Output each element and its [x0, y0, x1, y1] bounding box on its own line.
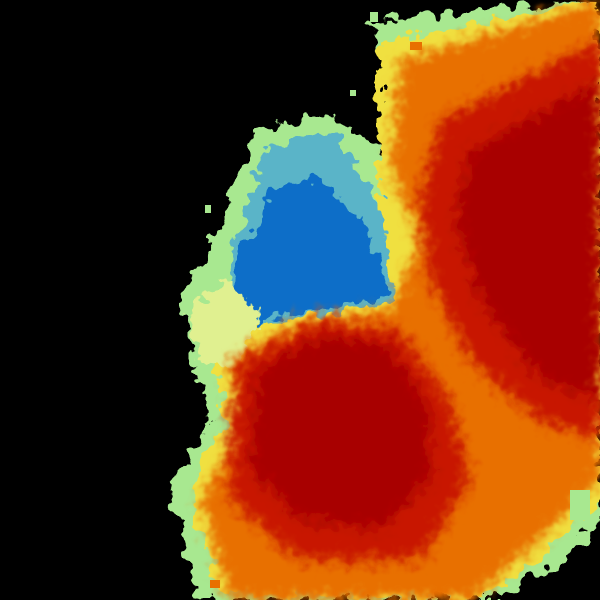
echo-speckles — [175, 12, 590, 588]
red-core — [230, 40, 600, 560]
blue-region — [185, 130, 395, 370]
